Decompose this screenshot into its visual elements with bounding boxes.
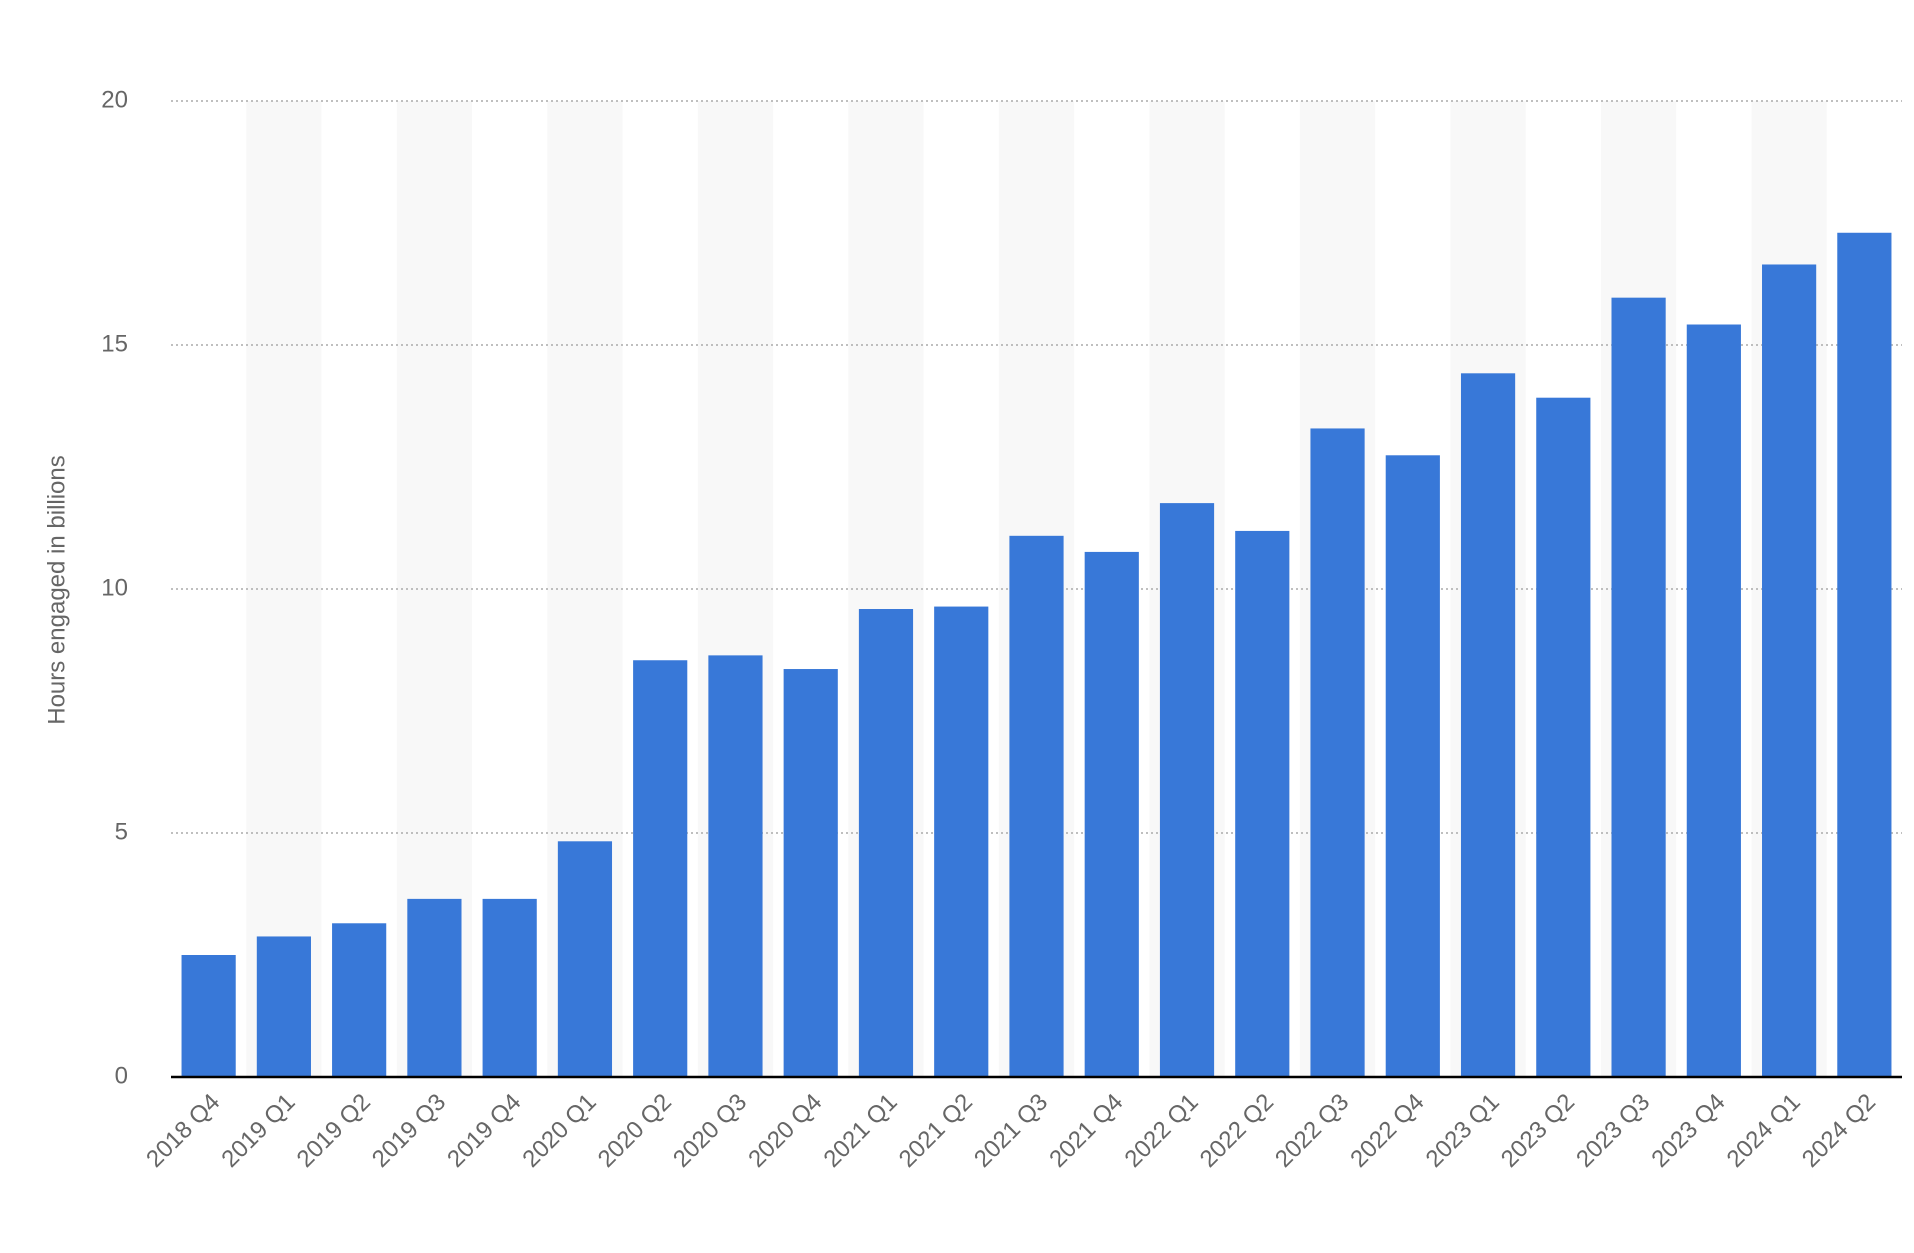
x-tick-label: 2019 Q3 xyxy=(367,1089,451,1173)
bar xyxy=(332,923,387,1077)
x-tick-label: 2024 Q1 xyxy=(1722,1089,1806,1173)
x-tick-label: 2020 Q2 xyxy=(593,1089,677,1173)
x-tick-label: 2020 Q1 xyxy=(517,1089,601,1173)
bar xyxy=(1159,503,1215,1077)
bar xyxy=(1460,373,1516,1078)
x-tick-label: 2023 Q3 xyxy=(1571,1089,1655,1173)
bar xyxy=(783,669,838,1077)
x-tick-label: 2023 Q1 xyxy=(1421,1089,1505,1173)
bar xyxy=(256,936,311,1077)
bar xyxy=(858,609,914,1077)
y-tick-label: 10 xyxy=(101,574,128,601)
x-tick-label: 2023 Q2 xyxy=(1496,1089,1580,1173)
bar xyxy=(1536,397,1591,1078)
x-tick-label: 2021 Q2 xyxy=(894,1089,978,1173)
x-tick-label: 2021 Q4 xyxy=(1044,1089,1128,1173)
y-tick-label: 20 xyxy=(101,86,128,113)
x-tick-label: 2022 Q2 xyxy=(1195,1089,1279,1173)
y-axis-title: Hours engaged in billions xyxy=(43,455,70,725)
x-tick-label: 2020 Q3 xyxy=(668,1089,752,1173)
bar xyxy=(1235,530,1290,1077)
y-tick-label: 15 xyxy=(101,330,128,357)
y-tick-label: 0 xyxy=(115,1062,128,1089)
x-tick-label: 2020 Q4 xyxy=(743,1089,827,1173)
bar xyxy=(407,898,462,1077)
x-tick-label: 2019 Q4 xyxy=(442,1089,526,1173)
y-tick-label: 5 xyxy=(115,818,128,845)
bar xyxy=(1009,535,1064,1077)
bar xyxy=(1385,455,1440,1078)
bar xyxy=(633,660,688,1077)
x-tick-label: 2022 Q1 xyxy=(1120,1089,1204,1173)
bar xyxy=(934,606,989,1077)
x-tick-label: 2018 Q4 xyxy=(141,1089,225,1173)
x-tick-label: 2021 Q1 xyxy=(819,1089,903,1173)
bar xyxy=(708,655,763,1077)
x-tick-label: 2019 Q1 xyxy=(216,1089,300,1173)
bar xyxy=(557,841,613,1077)
bar xyxy=(1837,232,1892,1077)
x-tick-label: 2021 Q3 xyxy=(969,1089,1053,1173)
x-tick-label: 2019 Q2 xyxy=(292,1089,376,1173)
bar xyxy=(1686,324,1741,1077)
bar xyxy=(1762,264,1817,1078)
bar xyxy=(1310,428,1365,1077)
x-tick-label: 2022 Q4 xyxy=(1345,1089,1429,1173)
bar xyxy=(1611,297,1666,1077)
bar xyxy=(1084,551,1139,1077)
x-tick-label: 2022 Q3 xyxy=(1270,1089,1354,1173)
x-tick-label: 2023 Q4 xyxy=(1646,1089,1730,1173)
bar xyxy=(482,898,537,1077)
bar xyxy=(181,955,236,1077)
x-tick-label: 2024 Q2 xyxy=(1797,1089,1881,1173)
